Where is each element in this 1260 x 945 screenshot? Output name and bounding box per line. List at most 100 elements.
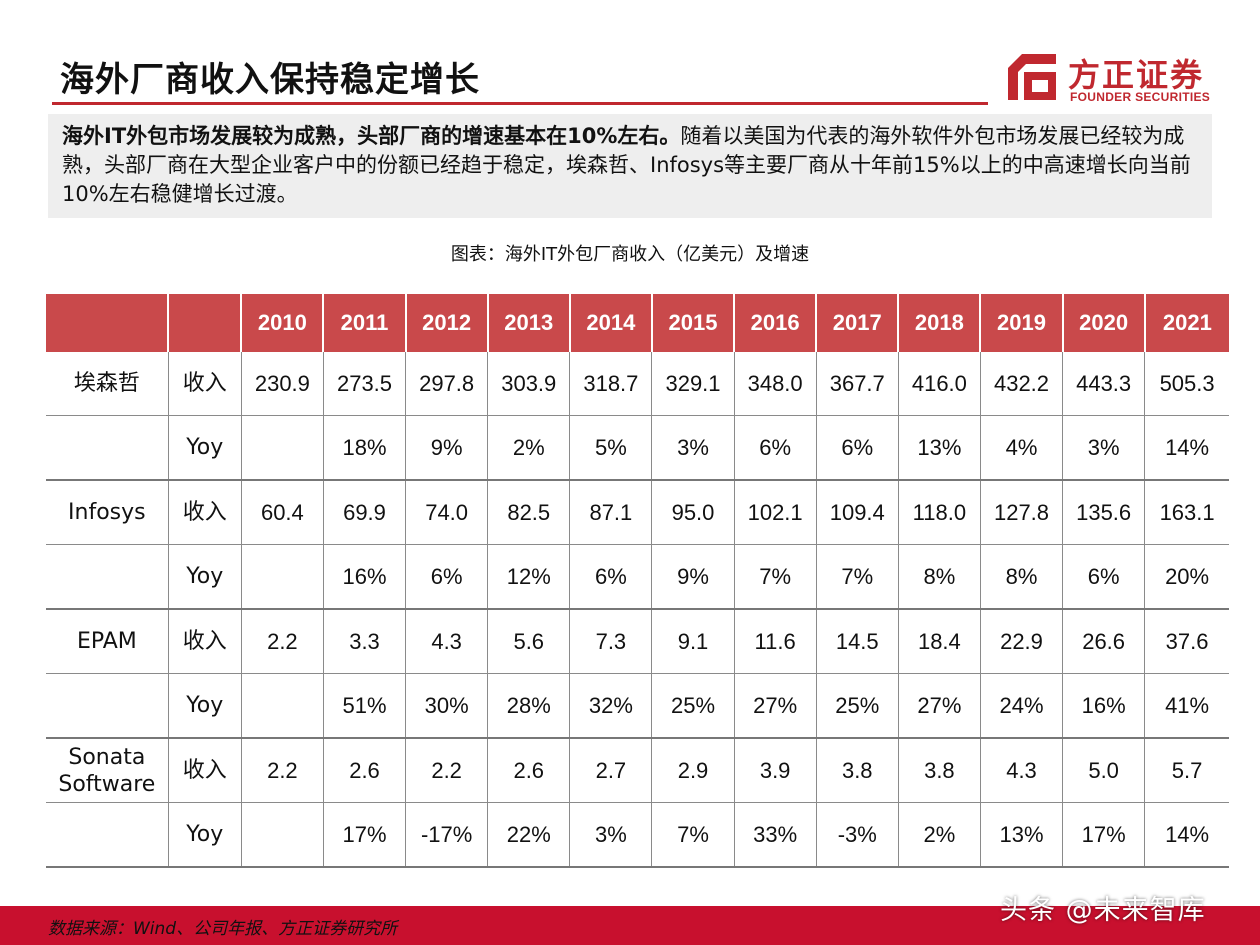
revenue-cell: 2.7 — [569, 738, 652, 803]
yoy-cell: -3% — [815, 802, 899, 868]
year-header: 2013 — [486, 294, 570, 352]
revenue-cell: 5.6 — [487, 609, 570, 674]
table-row: Yoy 51% 30% 28% 32% 25% 27% 25% 27% 24% 16% 41% — [46, 673, 1229, 739]
year-header: 2014 — [568, 294, 652, 352]
metric-label-cell: Yoy — [167, 544, 242, 610]
revenue-cell: 4.3 — [405, 609, 488, 674]
metric-label-cell: 收入 — [167, 480, 242, 545]
revenue-cell: 2.6 — [322, 738, 406, 803]
metric-label-cell: 收入 — [167, 352, 242, 416]
yoy-cell: 24% — [979, 673, 1063, 739]
data-source: 数据来源：Wind、公司年报、方正证券研究所 — [48, 919, 398, 939]
revenue-cell: 230.9 — [240, 352, 324, 416]
revenue-cell: 69.9 — [322, 480, 406, 545]
table-row: 埃森哲 收入 230.9 273.5 297.8 303.9 318.7 329.1 348.0… — [46, 352, 1229, 416]
yoy-cell: 13% — [979, 802, 1063, 868]
revenue-cell: 2.2 — [240, 609, 324, 674]
revenue-cell: 37.6 — [1144, 609, 1229, 674]
yoy-cell: 6% — [569, 544, 652, 610]
revenue-cell: 3.8 — [897, 738, 981, 803]
yoy-cell: 3% — [1062, 415, 1145, 481]
revenue-cell: 2.2 — [240, 738, 324, 803]
year-header: 2018 — [897, 294, 981, 352]
yoy-cell: 8% — [897, 544, 981, 610]
revenue-cell: 4.3 — [979, 738, 1063, 803]
founder-securities-logo: 方正证券 FOUNDER SECURITIES — [1004, 48, 1224, 108]
revenue-cell: 3.3 — [322, 609, 406, 674]
company-name-cell: Sonata Software — [46, 738, 169, 803]
revenue-cell: 22.9 — [979, 609, 1063, 674]
revenue-cell: 163.1 — [1144, 480, 1229, 545]
revenue-cell: 297.8 — [405, 352, 488, 416]
table-body: 埃森哲 收入 230.9 273.5 297.8 303.9 318.7 329.1 348.0… — [46, 352, 1229, 868]
company-name-cell: Infosys — [46, 480, 169, 545]
table-row: Yoy 16% 6% 12% 6% 9% 7% 7% 8% 8% 6% 20% — [46, 544, 1229, 610]
revenue-table: 2010 2011 2012 2013 2014 2015 2016 2017 … — [46, 294, 1229, 868]
logo-english-name: FOUNDER SECURITIES — [1070, 90, 1211, 104]
revenue-cell: 95.0 — [651, 480, 735, 545]
revenue-cell: 9.1 — [651, 609, 735, 674]
metric-label-cell: Yoy — [167, 802, 242, 868]
yoy-cell: 14% — [1144, 802, 1229, 868]
revenue-cell: 505.3 — [1144, 352, 1229, 416]
yoy-cell: 9% — [405, 415, 488, 481]
yoy-cell: 32% — [569, 673, 652, 739]
company-name-cell: 埃森哲 — [46, 352, 169, 416]
yoy-cell: 28% — [487, 673, 570, 739]
revenue-cell: 367.7 — [815, 352, 899, 416]
table-caption: 图表：海外IT外包厂商收入（亿美元）及增速 — [450, 244, 810, 265]
summary-box: 海外IT外包市场发展较为成熟，头部厂商的增速基本在10%左右。随着以美国为代表的… — [48, 114, 1212, 218]
year-header: 2011 — [322, 294, 406, 352]
yoy-cell: 18% — [322, 415, 406, 481]
yoy-cell: 6% — [733, 415, 817, 481]
yoy-cell: 3% — [651, 415, 735, 481]
year-header: 2020 — [1061, 294, 1145, 352]
watermark: 头条 @未来智库 — [1000, 895, 1206, 926]
revenue-cell: 303.9 — [487, 352, 570, 416]
revenue-cell: 135.6 — [1062, 480, 1145, 545]
revenue-cell: 11.6 — [733, 609, 817, 674]
summary-bold: 海外IT外包市场发展较为成熟，头部厂商的增速基本在10%左右。 — [62, 124, 681, 148]
page-title: 海外厂商收入保持稳定增长 — [60, 60, 480, 100]
logo-chinese-name: 方正证券 — [1068, 56, 1205, 94]
revenue-cell: 87.1 — [569, 480, 652, 545]
yoy-cell: 17% — [1062, 802, 1145, 868]
revenue-cell: 329.1 — [651, 352, 735, 416]
revenue-cell: 109.4 — [815, 480, 899, 545]
revenue-cell: 26.6 — [1062, 609, 1145, 674]
yoy-cell: 27% — [733, 673, 817, 739]
yoy-cell: 14% — [1144, 415, 1229, 481]
yoy-cell: 4% — [979, 415, 1063, 481]
yoy-cell: 2% — [897, 802, 981, 868]
year-header: 2010 — [240, 294, 324, 352]
year-header: 2019 — [979, 294, 1063, 352]
revenue-cell: 416.0 — [897, 352, 981, 416]
table-row: Infosys 收入 60.4 69.9 74.0 82.5 87.1 95.0 102.1 10… — [46, 480, 1229, 545]
metric-label-cell: Yoy — [167, 415, 242, 481]
revenue-cell: 3.9 — [733, 738, 817, 803]
yoy-cell: 20% — [1144, 544, 1229, 610]
revenue-cell: 318.7 — [569, 352, 652, 416]
company-blank-cell — [46, 415, 169, 481]
year-header: 2016 — [733, 294, 817, 352]
revenue-cell: 127.8 — [979, 480, 1063, 545]
title-underline — [52, 102, 988, 105]
revenue-cell: 2.9 — [651, 738, 735, 803]
company-blank-cell — [46, 802, 169, 868]
footer-bar — [0, 906, 1260, 945]
revenue-cell: 18.4 — [897, 609, 981, 674]
yoy-cell: 41% — [1144, 673, 1229, 739]
yoy-cell — [240, 544, 324, 610]
year-header: 2012 — [404, 294, 488, 352]
company-blank-cell — [46, 544, 169, 610]
header-blank-cell — [167, 294, 242, 352]
yoy-cell: 25% — [815, 673, 899, 739]
revenue-cell: 348.0 — [733, 352, 817, 416]
metric-label-cell: 收入 — [167, 609, 242, 674]
yoy-cell: 7% — [733, 544, 817, 610]
yoy-cell: 6% — [405, 544, 488, 610]
company-blank-cell — [46, 673, 169, 739]
revenue-cell: 5.7 — [1144, 738, 1229, 803]
yoy-cell: 25% — [651, 673, 735, 739]
revenue-cell: 60.4 — [240, 480, 324, 545]
